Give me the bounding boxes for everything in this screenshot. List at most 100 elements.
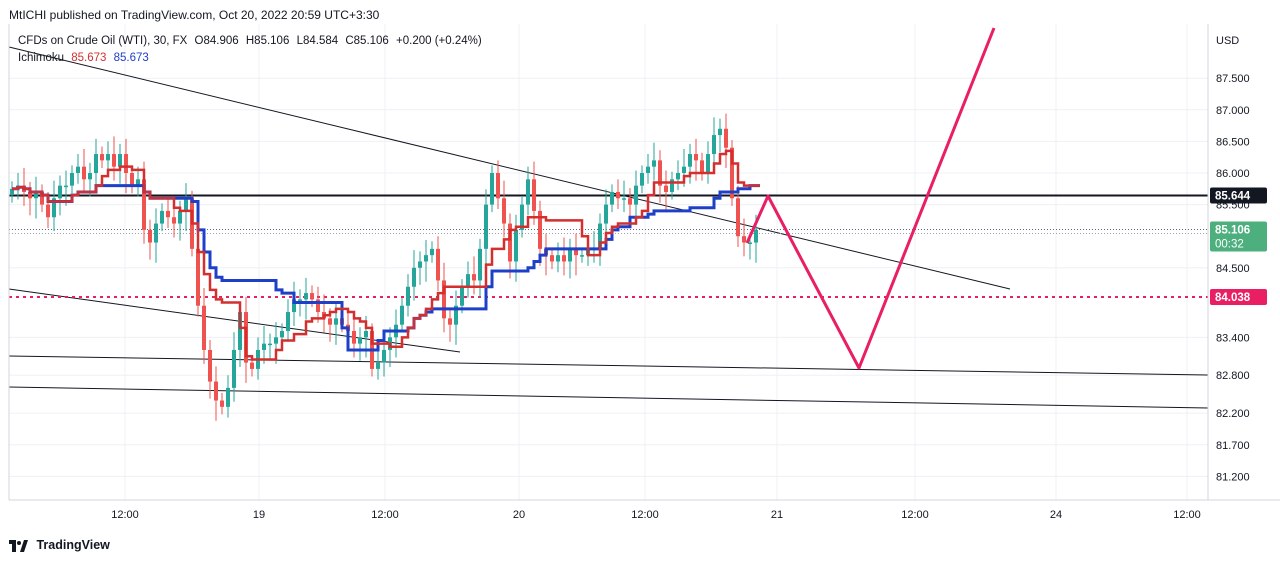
- candle-body: [418, 261, 422, 268]
- chart-grid: [9, 24, 1208, 500]
- candle-body: [646, 166, 650, 173]
- candle-body: [154, 223, 158, 243]
- trendline: [8, 355, 1209, 376]
- candle-body: [70, 173, 74, 186]
- candle-body: [178, 210, 182, 224]
- candle-body: [550, 255, 554, 262]
- candle-body: [124, 154, 128, 173]
- candle-body: [166, 210, 170, 218]
- candle-body: [106, 154, 110, 161]
- resistance-tag: 85.644: [1215, 190, 1251, 202]
- open-value: O84.906: [194, 35, 239, 47]
- candle-body: [532, 179, 536, 211]
- candlesticks: [10, 113, 758, 421]
- candle-body: [286, 312, 290, 331]
- candle-body: [214, 381, 218, 401]
- y-tick-label: 81.200: [1216, 471, 1250, 483]
- brand-name: TradingView: [36, 538, 110, 552]
- candle-body: [382, 349, 386, 363]
- candle-body: [664, 185, 668, 192]
- indicator-name: Ichimoku: [18, 52, 65, 64]
- high-value: H85.106: [245, 35, 290, 47]
- candle-body: [502, 198, 506, 224]
- y-tick-label: 83.400: [1216, 332, 1250, 344]
- candle-body: [472, 274, 476, 281]
- candle-body: [580, 255, 584, 257]
- candle-body: [406, 286, 410, 306]
- symbol-name: CFDs on Crude Oil (WTI), 30, FX: [18, 35, 188, 47]
- candle-body: [130, 173, 134, 186]
- candle-body: [748, 242, 752, 245]
- candle-body: [184, 198, 188, 211]
- currency-label: USD: [1216, 35, 1239, 47]
- support-tag-bg: [1210, 288, 1267, 305]
- x-tick-label: 21: [771, 509, 783, 521]
- candle-body: [64, 185, 68, 188]
- publisher-line: MtICHI published on TradingView.com, Oct…: [9, 8, 380, 22]
- candle-body: [460, 286, 464, 306]
- candle-body: [706, 154, 710, 173]
- candle-body: [148, 229, 152, 243]
- candle-body: [112, 154, 116, 167]
- change-value: +0.200 (+0.24%): [396, 35, 482, 47]
- candle-body: [556, 255, 560, 262]
- candle-body: [676, 173, 680, 180]
- y-tick-label: 82.200: [1216, 408, 1250, 420]
- y-tick-label: 82.800: [1216, 370, 1250, 382]
- support-tag: 84.038: [1215, 292, 1251, 304]
- candle-body: [670, 179, 674, 192]
- candle-body: [94, 154, 98, 173]
- y-tick-label: 87.000: [1216, 105, 1250, 117]
- candle-body: [454, 305, 458, 325]
- resistance-tag-bg: [1210, 187, 1267, 204]
- candle-body: [742, 236, 746, 243]
- candle-body: [496, 173, 500, 199]
- candle-body: [568, 248, 572, 262]
- candle-body: [334, 318, 338, 325]
- candle-body: [352, 331, 356, 344]
- price-tags: 85.644 85.106 00:32 84.038: [1210, 187, 1267, 305]
- candle-body: [610, 191, 614, 205]
- y-tick-label: 86.000: [1216, 168, 1250, 180]
- candle-body: [514, 229, 518, 262]
- candle-body: [142, 179, 146, 230]
- candle-body: [160, 210, 164, 224]
- candle-body: [490, 173, 494, 205]
- tradingview-footer[interactable]: TradingView: [9, 538, 110, 552]
- candle-body: [466, 274, 470, 287]
- candle-body: [712, 135, 716, 155]
- candle-body: [52, 198, 56, 218]
- projection-path: [745, 27, 996, 370]
- candle-body: [328, 318, 332, 325]
- x-tick-label: 12:00: [371, 509, 399, 521]
- candle-body: [292, 299, 296, 313]
- candle-body: [682, 166, 686, 173]
- candle-body: [376, 362, 380, 369]
- symbol-legend[interactable]: CFDs on Crude Oil (WTI), 30, FX O84.906 …: [18, 35, 486, 47]
- candle-body: [238, 312, 242, 350]
- x-axis-ticks: 12:00 19 12:00 20 12:00 21 12:00 24 12:00: [111, 509, 1201, 521]
- x-tick-label: 12:00: [1173, 509, 1201, 521]
- candle-body: [736, 198, 740, 237]
- candle-body: [634, 185, 638, 205]
- candle-body: [652, 160, 656, 167]
- candle-body: [358, 337, 362, 344]
- candle-body: [538, 210, 542, 249]
- candle-body: [10, 188, 14, 196]
- candle-body: [196, 248, 200, 306]
- ichimoku-lines: [12, 149, 760, 361]
- x-tick-label: 12:00: [111, 509, 139, 521]
- price-levels: [9, 194, 1208, 298]
- projected-path: [745, 27, 996, 370]
- candle-body: [208, 349, 212, 382]
- candle-body: [688, 154, 692, 167]
- candle-body: [364, 331, 368, 338]
- candle-body: [310, 293, 314, 300]
- candle-body: [400, 305, 404, 325]
- close-value: C85.106: [345, 35, 389, 47]
- candle-body: [700, 160, 704, 173]
- trendlines: [8, 46, 1209, 409]
- candle-body: [280, 331, 284, 338]
- indicator-legend[interactable]: Ichimoku 85.673 85.673: [18, 52, 149, 64]
